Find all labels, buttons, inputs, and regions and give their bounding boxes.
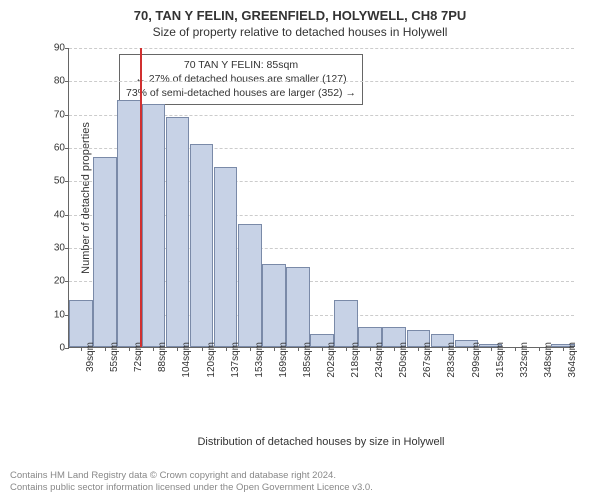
x-tick-label: 169sqm xyxy=(278,342,289,378)
y-tick-mark xyxy=(65,148,69,149)
x-tick-label: 283sqm xyxy=(446,342,457,378)
x-tick-mark xyxy=(515,347,516,351)
y-tick-label: 40 xyxy=(45,209,65,220)
y-tick-label: 90 xyxy=(45,43,65,54)
page-subtitle: Size of property relative to detached ho… xyxy=(0,25,600,39)
plot-area: 70 TAN Y FELIN: 85sqm← 27% of detached h… xyxy=(68,48,574,348)
y-tick-label: 60 xyxy=(45,143,65,154)
grid-line xyxy=(69,48,574,49)
footer-line: Contains public sector information licen… xyxy=(10,482,373,494)
annotation-line: ← 27% of detached houses are smaller (12… xyxy=(126,72,356,86)
bar xyxy=(69,300,93,347)
x-tick-label: 137sqm xyxy=(230,342,241,378)
x-tick-mark xyxy=(539,347,540,351)
x-tick-label: 315sqm xyxy=(495,342,506,378)
y-tick-mark xyxy=(65,248,69,249)
bar xyxy=(117,100,141,347)
y-tick-mark xyxy=(65,215,69,216)
x-tick-mark xyxy=(129,347,130,351)
x-tick-mark xyxy=(250,347,251,351)
x-tick-label: 267sqm xyxy=(422,342,433,378)
footer-attribution: Contains HM Land Registry data © Crown c… xyxy=(10,470,373,494)
x-tick-mark xyxy=(394,347,395,351)
footer-line: Contains HM Land Registry data © Crown c… xyxy=(10,470,373,482)
x-tick-mark xyxy=(81,347,82,351)
annotation-box: 70 TAN Y FELIN: 85sqm← 27% of detached h… xyxy=(119,54,363,105)
y-tick-label: 50 xyxy=(45,176,65,187)
y-tick-mark xyxy=(65,81,69,82)
x-tick-mark xyxy=(177,347,178,351)
bar xyxy=(93,157,117,347)
x-tick-label: 332sqm xyxy=(519,342,530,378)
x-tick-mark xyxy=(274,347,275,351)
x-tick-label: 218sqm xyxy=(350,342,361,378)
x-tick-mark xyxy=(467,347,468,351)
y-tick-mark xyxy=(65,115,69,116)
bar xyxy=(238,224,262,347)
x-tick-mark xyxy=(370,347,371,351)
y-tick-label: 20 xyxy=(45,276,65,287)
x-tick-label: 120sqm xyxy=(206,342,217,378)
x-tick-label: 348sqm xyxy=(543,342,554,378)
x-tick-mark xyxy=(346,347,347,351)
bar xyxy=(190,144,214,347)
x-tick-mark xyxy=(491,347,492,351)
bar xyxy=(262,264,286,347)
x-tick-mark xyxy=(105,347,106,351)
chart: Number of detached properties 70 TAN Y F… xyxy=(44,48,580,398)
y-tick-label: 0 xyxy=(45,343,65,354)
x-tick-label: 185sqm xyxy=(302,342,313,378)
bar xyxy=(214,167,238,347)
x-tick-mark xyxy=(563,347,564,351)
y-tick-label: 10 xyxy=(45,309,65,320)
bar xyxy=(334,300,358,347)
y-tick-label: 80 xyxy=(45,76,65,87)
x-tick-mark xyxy=(442,347,443,351)
x-tick-mark xyxy=(226,347,227,351)
x-tick-label: 250sqm xyxy=(398,342,409,378)
y-tick-mark xyxy=(65,348,69,349)
y-tick-label: 30 xyxy=(45,243,65,254)
x-tick-mark xyxy=(322,347,323,351)
x-tick-label: 234sqm xyxy=(374,342,385,378)
x-tick-mark xyxy=(298,347,299,351)
x-tick-label: 104sqm xyxy=(181,342,192,378)
x-tick-label: 202sqm xyxy=(326,342,337,378)
x-tick-label: 364sqm xyxy=(567,342,578,378)
page-title: 70, TAN Y FELIN, GREENFIELD, HOLYWELL, C… xyxy=(0,8,600,23)
y-tick-mark xyxy=(65,48,69,49)
x-axis-label: Distribution of detached houses by size … xyxy=(68,436,574,448)
y-tick-mark xyxy=(65,281,69,282)
reference-line xyxy=(140,48,142,347)
y-tick-mark xyxy=(65,181,69,182)
bar xyxy=(286,267,310,347)
grid-line xyxy=(69,81,574,82)
x-tick-mark xyxy=(418,347,419,351)
annotation-line: 73% of semi-detached houses are larger (… xyxy=(126,86,356,100)
bar xyxy=(166,117,190,347)
x-tick-mark xyxy=(202,347,203,351)
x-tick-label: 153sqm xyxy=(254,342,265,378)
y-tick-label: 70 xyxy=(45,109,65,120)
x-tick-label: 299sqm xyxy=(471,342,482,378)
x-tick-mark xyxy=(153,347,154,351)
annotation-line: 70 TAN Y FELIN: 85sqm xyxy=(126,58,356,72)
bar xyxy=(142,104,166,347)
